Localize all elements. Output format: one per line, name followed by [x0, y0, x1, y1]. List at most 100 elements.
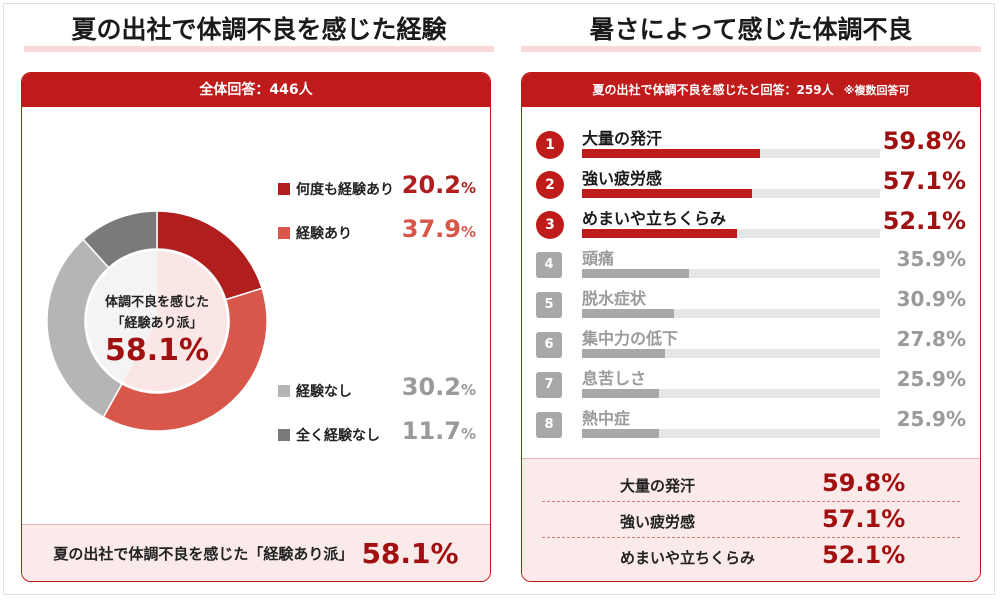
summary-row: 大量の発汗 59.8% [542, 467, 960, 502]
donut-slice [102, 287, 268, 432]
legend-swatch [278, 429, 290, 441]
bar-value-label: 25.9% [896, 407, 966, 431]
rank-label: 息苦しさ [582, 369, 647, 388]
right-title-underline [521, 46, 981, 52]
top3-summary: 大量の発汗 59.8% 強い疲労感 57.1% めまいや立ちくらみ 52.1% [522, 458, 980, 581]
summary-value: 59.8% [822, 469, 906, 497]
legend-value: 30.2% [401, 373, 476, 401]
donut-center-line1: 体調不良を感じた [104, 295, 209, 310]
rank-label: 脱水症状 [582, 289, 647, 308]
ranking-row: 4 頭痛 35.9% [536, 245, 966, 285]
legend-value: 20.2% [401, 171, 476, 199]
legend-item: 経験なし [278, 381, 352, 401]
legend-label: 経験あり [296, 226, 352, 242]
ranking-row: 6 集中力の低下 27.8% [536, 325, 966, 365]
legend-item: 何度も経験あり [278, 179, 394, 199]
rank-badge: 6 [536, 332, 562, 358]
rank-label: 大量の発汗 [582, 129, 663, 148]
bar [582, 229, 738, 238]
donut-highlight-sector [122, 251, 227, 391]
ranking-row: 1 大量の発汗 59.8% [536, 125, 966, 165]
left-panel-title: 夏の出社で体調不良を感じた経験 [24, 12, 494, 52]
legend-value-unit: % [460, 179, 476, 197]
legend-value-unit: % [460, 381, 476, 399]
bar-track [582, 269, 880, 278]
summary-label: めまいや立ちくらみ [620, 549, 756, 567]
donut-chart [46, 210, 268, 432]
left-footer-value: 58.1% [361, 536, 459, 570]
rank-badge: 1 [536, 131, 564, 159]
rank-label: 熱中症 [582, 409, 631, 428]
legend-value: 37.9% [401, 215, 476, 243]
donut-center-line2: 「経験あり派」 [111, 316, 203, 331]
legend-swatch [278, 227, 290, 239]
legend-label: 全く経験なし [296, 428, 380, 444]
donut-center-value: 58.1% [104, 333, 210, 368]
legend-value: 11.7% [401, 417, 476, 445]
infographic-frame: 夏の出社で体調不良を感じた経験 全体回答：446人 体調不良を感じた 「経験あり… [3, 3, 995, 595]
bar-value-label: 59.8% [882, 127, 966, 155]
left-card-header: 全体回答：446人 [22, 73, 490, 107]
rank-label: 頭痛 [582, 249, 615, 268]
legend-item: 経験あり [278, 223, 352, 243]
donut-center-label: 体調不良を感じた 「経験あり派」 58.1% [82, 291, 232, 368]
bar [582, 309, 675, 318]
rank-label: めまいや立ちくらみ [582, 209, 727, 228]
ranking-row: 5 脱水症状 30.9% [536, 285, 966, 325]
rank-badge: 5 [536, 292, 562, 318]
bar-value-label: 57.1% [882, 167, 966, 195]
bar-value-label: 30.9% [896, 287, 966, 311]
bar [582, 429, 660, 438]
bar-value-label: 35.9% [896, 247, 966, 271]
rank-badge: 7 [536, 372, 562, 398]
legend-label: 経験なし [296, 384, 352, 400]
left-card: 全体回答：446人 体調不良を感じた 「経験あり派」 58.1% 何度も経験あり… [21, 72, 491, 582]
right-card-header: 夏の出社で体調不良を感じたと回答：259人 ※複数回答可 [522, 73, 980, 107]
bar-track [582, 309, 880, 318]
legend-swatch [278, 183, 290, 195]
right-header-main: 夏の出社で体調不良を感じたと回答：259人 [592, 83, 834, 97]
left-title-text: 夏の出社で体調不良を感じた経験 [71, 15, 447, 44]
rank-badge: 2 [536, 171, 564, 199]
bar-track [582, 349, 880, 358]
summary-label: 大量の発汗 [620, 477, 696, 495]
summary-row: めまいや立ちくらみ 52.1% [542, 539, 960, 573]
rank-label: 強い疲労感 [582, 169, 663, 188]
rank-badge: 4 [536, 252, 562, 278]
right-panel-title: 暑さによって感じた体調不良 [521, 12, 981, 52]
bar [582, 389, 660, 398]
rank-badge: 3 [536, 211, 564, 239]
bar [582, 349, 665, 358]
left-title-underline [24, 46, 494, 52]
bar [582, 149, 761, 158]
right-card: 夏の出社で体調不良を感じたと回答：259人 ※複数回答可 1 大量の発汗 59.8%… [521, 72, 981, 582]
left-footer: 夏の出社で体調不良を感じた「経験あり派」 58.1% [22, 524, 490, 581]
bar-value-label: 25.9% [896, 367, 966, 391]
bar-track [582, 429, 880, 438]
donut-center-fill [86, 251, 157, 383]
right-title-text: 暑さによって感じた体調不良 [589, 15, 913, 44]
bar-value-label: 52.1% [882, 207, 966, 235]
bar-track [582, 229, 880, 238]
summary-row: 強い疲労感 57.1% [542, 503, 960, 538]
summary-value: 52.1% [822, 541, 906, 569]
legend-item: 全く経験なし [278, 425, 380, 445]
rank-badge: 8 [536, 412, 562, 438]
summary-value: 57.1% [822, 505, 906, 533]
legend-value-unit: % [460, 425, 476, 443]
ranking-row: 2 強い疲労感 57.1% [536, 165, 966, 205]
summary-label: 強い疲労感 [620, 513, 696, 531]
legend-value-unit: % [460, 223, 476, 241]
bar-track [582, 149, 880, 158]
left-footer-text: 夏の出社で体調不良を感じた「経験あり派」 [53, 544, 354, 563]
right-header-note: ※複数回答可 [843, 84, 910, 97]
bar [582, 269, 689, 278]
ranking-row: 3 めまいや立ちくらみ 52.1% [536, 205, 966, 245]
legend-swatch [278, 385, 290, 397]
ranking-row: 8 熱中症 25.9% [536, 405, 966, 445]
bar [582, 189, 753, 198]
bar-track [582, 189, 880, 198]
rank-label: 集中力の低下 [582, 329, 679, 348]
bar-value-label: 27.8% [896, 327, 966, 351]
ranking-row: 7 息苦しさ 25.9% [536, 365, 966, 405]
